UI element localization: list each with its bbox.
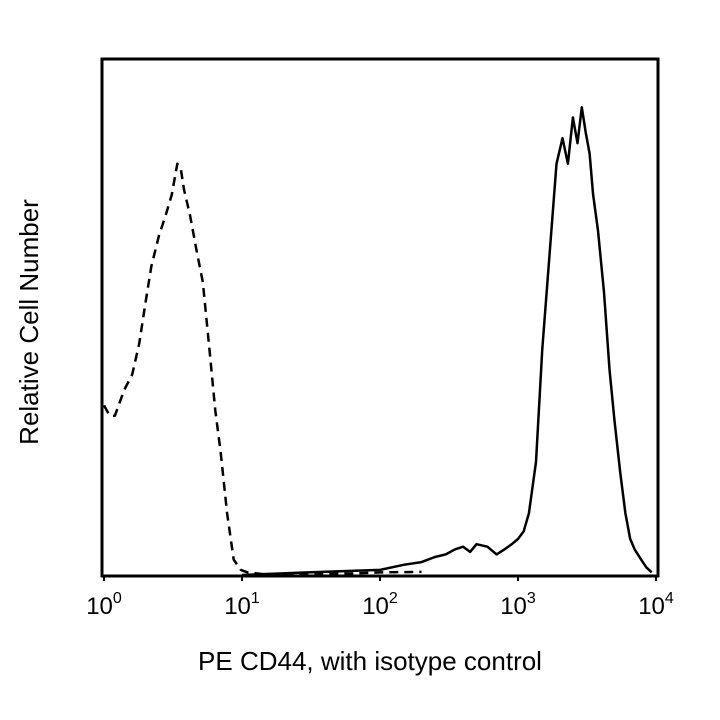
x-tick-base: 10 — [362, 593, 389, 620]
isotype-control-curve — [102, 162, 422, 577]
x-tick-exponent: 3 — [527, 590, 536, 607]
x-tick-base: 10 — [638, 593, 665, 620]
x-tick-base: 10 — [86, 593, 113, 620]
x-tick-label: 103 — [500, 590, 536, 620]
y-axis-title: Relative Cell Number — [14, 199, 44, 445]
x-tick-exponent: 2 — [389, 590, 398, 607]
x-tick-layer: 100 101 102 103 104 — [86, 575, 674, 620]
x-axis-title: PE CD44, with isotype control — [198, 646, 542, 676]
plot-frame — [100, 57, 660, 578]
x-tick-label: 101 — [224, 590, 260, 620]
x-tick-exponent: 0 — [113, 590, 122, 607]
x-tick-label: 102 — [362, 590, 398, 620]
x-tick-label: 104 — [638, 590, 674, 620]
cd44-stained-curve — [241, 106, 653, 577]
x-tick-base: 10 — [224, 593, 251, 620]
x-tick-exponent: 4 — [665, 590, 674, 607]
series-layer — [102, 106, 653, 577]
x-tick-exponent: 1 — [251, 590, 260, 607]
x-tick-label: 100 — [86, 590, 122, 620]
x-tick-base: 10 — [500, 593, 527, 620]
